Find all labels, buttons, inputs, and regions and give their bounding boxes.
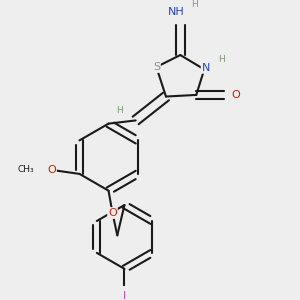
- Text: O: O: [108, 208, 117, 218]
- Text: H: H: [218, 55, 225, 64]
- Text: NH: NH: [168, 7, 185, 17]
- Text: I: I: [123, 291, 126, 300]
- Text: O: O: [47, 165, 56, 175]
- Text: H: H: [116, 106, 123, 116]
- Text: CH₃: CH₃: [18, 165, 34, 174]
- Text: O: O: [231, 90, 240, 100]
- Text: N: N: [202, 63, 210, 73]
- Text: H: H: [191, 0, 198, 9]
- Text: S: S: [153, 62, 160, 72]
